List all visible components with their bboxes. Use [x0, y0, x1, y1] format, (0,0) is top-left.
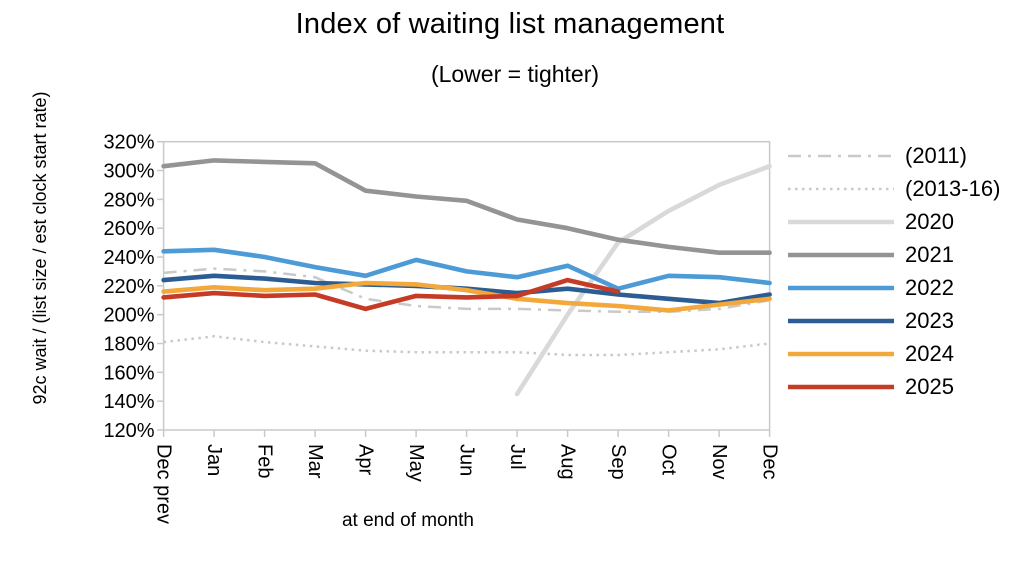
legend-item-2022: 2022	[786, 271, 1000, 304]
x-tick-label: Jul	[506, 444, 528, 470]
chart-subtitle: (Lower = tighter)	[430, 61, 600, 87]
legend-label: (2011)	[905, 142, 967, 168]
x-tick-label: Feb	[254, 444, 276, 478]
x-tick-label: Sep	[607, 444, 629, 480]
legend-label: 2025	[905, 373, 954, 399]
y-tick-label: 260%	[103, 218, 154, 240]
x-tick-label: Apr	[355, 444, 377, 475]
y-tick-label: 240%	[103, 247, 154, 269]
y-axis-title: 92c wait / (list size / est clock start …	[30, 91, 50, 405]
series-line-2021	[161, 158, 772, 255]
legend-label: 2022	[905, 274, 954, 300]
legend-label: (2013-16)	[905, 175, 1001, 201]
series-line-2024	[161, 280, 772, 313]
legend-swatch-line	[788, 384, 894, 389]
x-tick-label: May	[405, 444, 427, 482]
y-tick-label: 140%	[103, 391, 154, 413]
legend-swatch-line	[788, 318, 894, 323]
legend-swatch-line	[788, 154, 894, 157]
y-tick-label: 280%	[103, 189, 154, 211]
y-tick-label: 200%	[103, 305, 154, 327]
legend-swatch-line	[788, 351, 894, 356]
x-axis-title: at end of month	[341, 510, 475, 531]
legend: (2011) (2013-16) 2020 2021 2022 2023 2024 2025	[786, 139, 1000, 403]
x-tick-label: Dec	[759, 444, 781, 480]
legend-item-2011: (2011)	[786, 139, 1000, 172]
series-line-2022	[161, 247, 772, 291]
chart-title: Index of waiting list management	[295, 8, 725, 40]
series-line-2020	[514, 163, 772, 397]
legend-swatch-line	[788, 285, 894, 290]
x-tick-label: Mar	[304, 444, 326, 479]
y-tick-label: 220%	[103, 276, 154, 298]
legend-item-2024: 2024	[786, 337, 1000, 370]
series-line-2025	[161, 277, 621, 312]
legend-item-2025: 2025	[786, 370, 1000, 403]
legend-label: 2024	[905, 340, 954, 366]
x-tick-label: Nov	[708, 444, 730, 480]
legend-label: 2020	[905, 208, 954, 234]
legend-item-2013-16: (2013-16)	[786, 172, 1000, 205]
y-tick-label: 180%	[103, 334, 154, 356]
legend-label: 2023	[905, 307, 954, 333]
legend-swatch-line	[788, 187, 894, 190]
x-tick-label: Jun	[456, 444, 478, 476]
y-tick-label: 320%	[103, 132, 154, 154]
x-tick-label: Aug	[557, 444, 579, 480]
series-line-2013-16	[163, 335, 770, 357]
y-tick-label: 120%	[103, 420, 154, 442]
x-tick-label: Dec prev	[153, 444, 175, 524]
legend-item-2021: 2021	[786, 238, 1000, 271]
legend-item-2020: 2020	[786, 205, 1000, 238]
legend-item-2023: 2023	[786, 304, 1000, 337]
x-tick-label: Jan	[203, 444, 225, 476]
y-tick-label: 160%	[103, 362, 154, 384]
legend-swatch-line	[788, 219, 894, 224]
y-tick-label: 300%	[103, 161, 154, 183]
legend-swatch-line	[788, 252, 894, 257]
plot-frame	[162, 140, 771, 431]
legend-label: 2021	[905, 241, 954, 267]
x-tick-label: Oct	[658, 444, 680, 476]
